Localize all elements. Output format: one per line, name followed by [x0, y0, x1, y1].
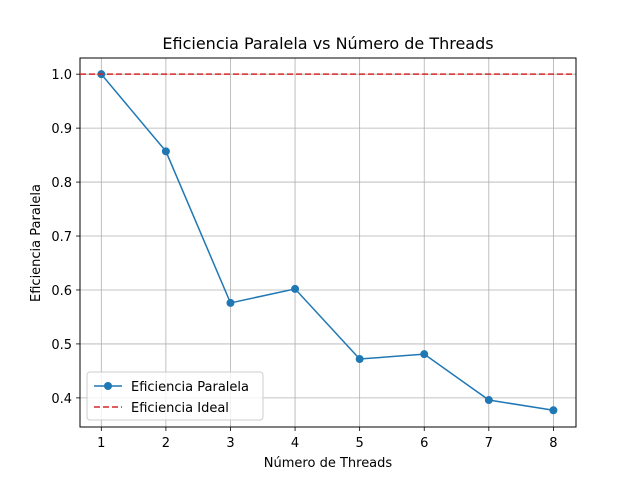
x-tick-label: 3	[226, 436, 234, 451]
axes-frame	[79, 57, 577, 428]
legend-box	[86, 371, 264, 421]
y-tick-label: 0.8	[51, 176, 72, 191]
legend-label: Eficiencia Ideal	[131, 401, 229, 416]
x-tick-label: 1	[97, 436, 105, 451]
y-tick-label: 1.0	[51, 68, 72, 83]
legend-label: Eficiencia Paralela	[131, 380, 249, 395]
data-point	[484, 396, 493, 405]
x-tick-label: 5	[356, 436, 364, 451]
x-tick-label: 8	[549, 436, 557, 451]
x-tick-label: 7	[485, 436, 493, 451]
data-point	[549, 406, 558, 415]
data-point	[226, 298, 235, 307]
legend: Eficiencia Paralela Eficiencia Ideal	[86, 371, 264, 421]
x-tick-label: 6	[420, 436, 428, 451]
chart-title: Eficiencia Paralela vs Número de Threads	[162, 34, 493, 53]
y-tick-label: 0.4	[51, 392, 72, 407]
y-tick-label: 0.9	[51, 122, 72, 137]
legend-marker	[104, 382, 112, 390]
x-tick-label: 2	[162, 436, 170, 451]
data-point	[291, 284, 300, 293]
x-axis-label: Número de Threads	[264, 456, 393, 471]
series-line-eficiencia-paralela	[100, 73, 554, 412]
y-tick-label: 0.5	[51, 338, 72, 353]
y-tick-label: 0.7	[51, 230, 72, 245]
data-point	[161, 147, 170, 156]
x-tick-label: 4	[291, 436, 299, 451]
y-axis-label: Eficiencia Paralela	[29, 184, 44, 302]
y-tick-label: 0.6	[51, 284, 72, 299]
data-point	[355, 355, 364, 364]
data-point	[420, 350, 429, 359]
